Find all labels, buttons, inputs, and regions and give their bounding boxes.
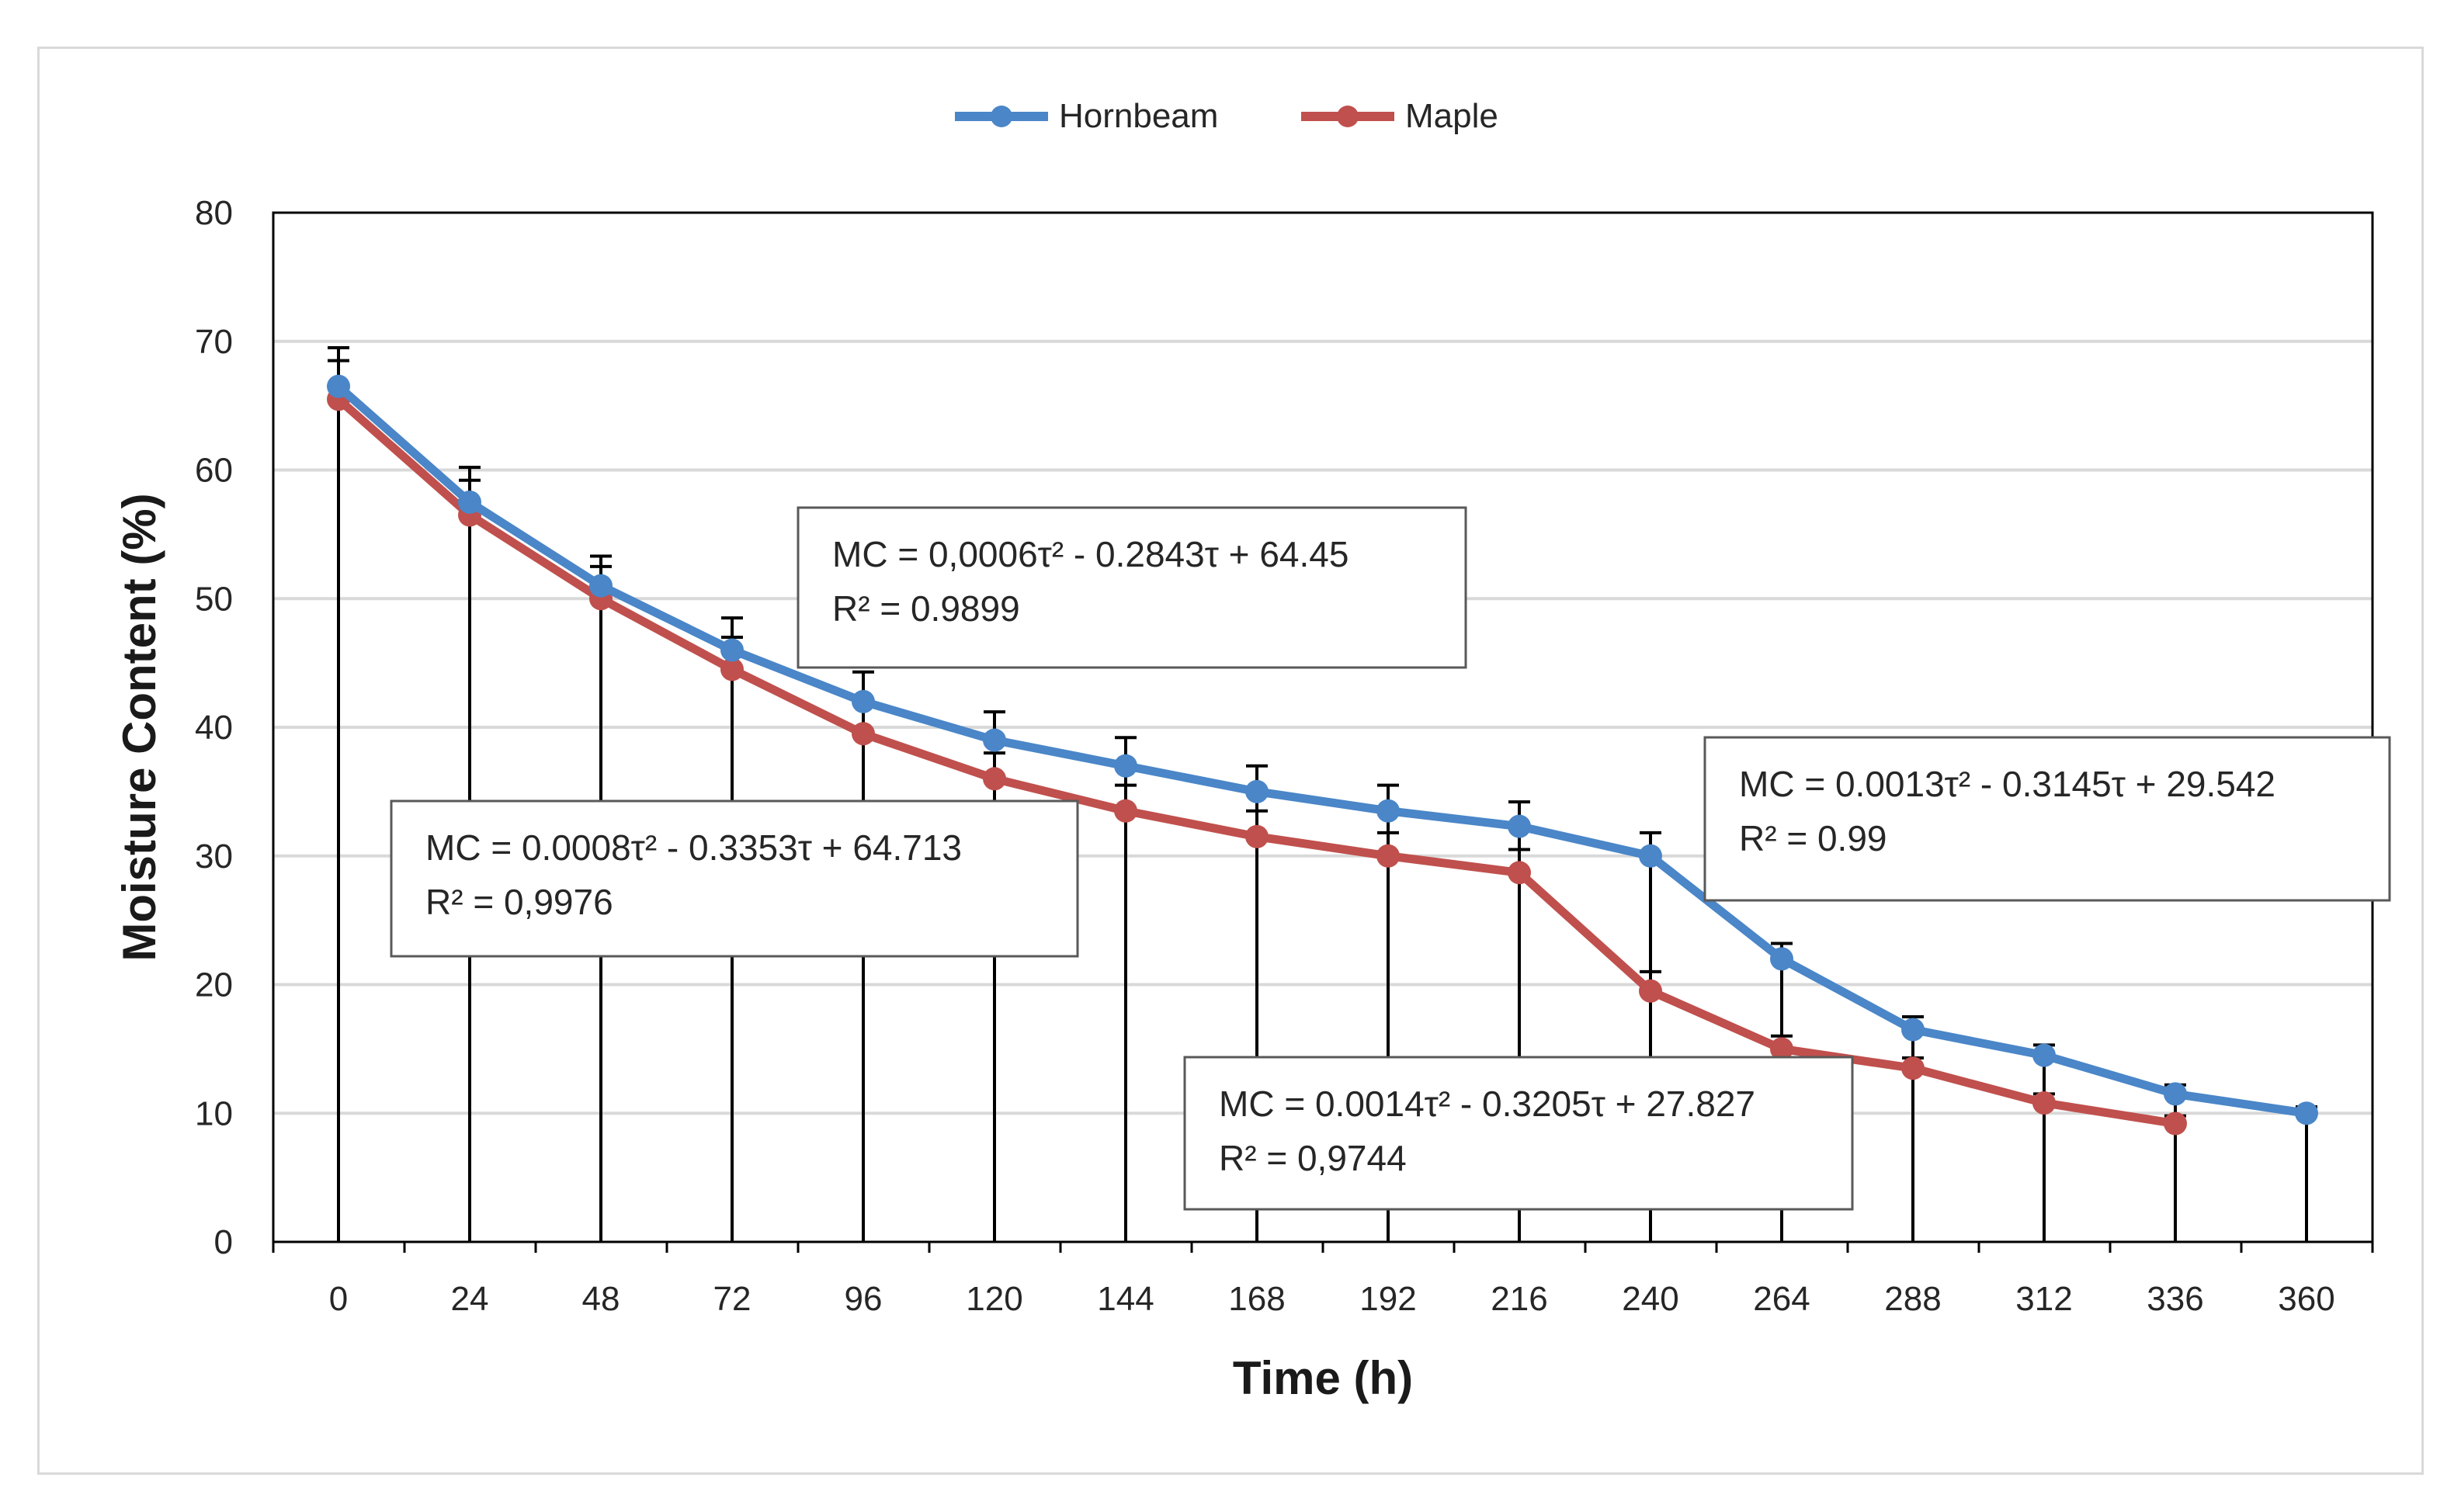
- data-point-hornbeam: [1770, 947, 1793, 971]
- data-point-hornbeam: [1901, 1018, 1925, 1042]
- x-tick-label: 216: [1491, 1280, 1547, 1318]
- y-tick-label: 60: [195, 452, 233, 490]
- data-point-maple: [852, 722, 875, 746]
- x-tick-label: 312: [2015, 1280, 2072, 1318]
- data-point-hornbeam: [589, 574, 613, 598]
- x-tick-label: 264: [1753, 1280, 1810, 1318]
- gridlines: [273, 339, 2372, 1115]
- y-tick-label: 10: [195, 1094, 233, 1132]
- data-point-maple: [1114, 799, 1137, 823]
- y-tick-label: 70: [195, 323, 233, 361]
- y-tick-label: 40: [195, 709, 233, 747]
- y-tick-label: 50: [195, 580, 233, 618]
- data-point-hornbeam: [2032, 1043, 2056, 1067]
- data-point-maple: [1901, 1056, 1925, 1080]
- legend-hornbeam-marker: [991, 106, 1012, 127]
- data-point-hornbeam: [2295, 1101, 2318, 1125]
- equation-text: MC = 0.0008τ² - 0.3353τ + 64.713: [425, 827, 962, 868]
- equation-box-hornbeam-2: MC = 0.0013τ² - 0.3145τ + 29.542 R² = 0.9…: [1703, 736, 2391, 902]
- data-point-hornbeam: [1508, 814, 1531, 838]
- data-point-maple: [2032, 1091, 2056, 1115]
- data-point-maple: [1639, 979, 1662, 1003]
- data-point-maple: [1508, 861, 1531, 885]
- legend-maple-label: Maple: [1405, 97, 1498, 135]
- data-point-maple: [1245, 824, 1269, 848]
- data-point-maple: [1376, 844, 1400, 868]
- equation-text: MC = 0.0014τ² - 0.3205τ + 27.827: [1219, 1084, 1755, 1124]
- r-squared-text: R² = 0.9899: [832, 588, 1020, 629]
- data-point-hornbeam: [1245, 779, 1269, 803]
- r-squared-text: R² = 0,9976: [425, 882, 613, 922]
- data-point-hornbeam: [852, 689, 875, 713]
- x-tick-label: 120: [966, 1280, 1022, 1318]
- series-line-hornbeam: [334, 382, 2311, 1118]
- x-tick-label: 48: [582, 1280, 620, 1318]
- x-tick-label: 24: [451, 1280, 489, 1318]
- y-tick-label: 20: [195, 966, 233, 1004]
- equation-text: MC = 0.0013τ² - 0.3145τ + 29.542: [1739, 764, 2275, 804]
- data-point-hornbeam: [1376, 799, 1400, 823]
- data-point-maple: [983, 767, 1006, 791]
- data-point-hornbeam: [327, 374, 350, 398]
- y-tick-label: 0: [214, 1223, 233, 1261]
- data-point-hornbeam: [720, 638, 744, 662]
- data-point-hornbeam: [458, 490, 481, 514]
- x-tick-label: 240: [1622, 1280, 1678, 1318]
- data-point-maple: [720, 657, 744, 681]
- equation-box-border: [1183, 1056, 1854, 1211]
- equation-box-hornbeam-1: MC = 0,0006τ² - 0.2843τ + 64.45 R² = 0.98…: [797, 506, 1467, 669]
- equation-box-border: [1703, 736, 2391, 902]
- data-point-maple: [2164, 1111, 2187, 1136]
- y-tick-label: 30: [195, 837, 233, 876]
- r-squared-text: R² = 0.99: [1739, 818, 1887, 858]
- data-point-hornbeam: [983, 728, 1006, 752]
- r-squared-text: R² = 0,9744: [1219, 1138, 1407, 1178]
- x-tick-label: 288: [1884, 1280, 1941, 1318]
- equation-box-maple-1: MC = 0.0008τ² - 0.3353τ + 64.713 R² = 0,9…: [390, 799, 1079, 958]
- y-tick-label: 80: [195, 194, 233, 232]
- axis-ticks: 0 10 20 30 40 50 60 70 80 0 24 48 72 96 120 144 168 192 21…: [195, 194, 2374, 1318]
- x-axis-title: Time (h): [1233, 1352, 1413, 1404]
- x-tick-label: 0: [329, 1280, 348, 1318]
- equation-annotations: MC = 0,0006τ² - 0.2843τ + 64.45 R² = 0.98…: [390, 506, 2391, 1211]
- x-tick-label: 336: [2147, 1280, 2203, 1318]
- legend-hornbeam-label: Hornbeam: [1059, 97, 1218, 135]
- equation-box-maple-2: MC = 0.0014τ² - 0.3205τ + 27.827 R² = 0,9…: [1183, 1056, 1854, 1211]
- data-point-maple: [1770, 1037, 1793, 1061]
- x-tick-label: 360: [2278, 1280, 2334, 1318]
- data-point-hornbeam: [1114, 754, 1137, 778]
- equation-box-border: [797, 506, 1467, 669]
- x-tick-label: 144: [1097, 1280, 1154, 1318]
- y-axis-title: Moisture Content (%): [113, 493, 165, 961]
- data-point-hornbeam: [1639, 844, 1662, 868]
- equation-box-border: [390, 799, 1079, 958]
- legend-maple-marker: [1337, 106, 1359, 127]
- x-tick-label: 168: [1228, 1280, 1285, 1318]
- data-point-hornbeam: [2164, 1082, 2187, 1106]
- equation-text: MC = 0,0006τ² - 0.2843τ + 64.45: [832, 534, 1349, 574]
- x-tick-label: 96: [845, 1280, 883, 1318]
- x-tick-label: 192: [1359, 1280, 1416, 1318]
- legend: Hornbeam Maple: [955, 97, 1498, 135]
- x-tick-label: 72: [713, 1280, 751, 1318]
